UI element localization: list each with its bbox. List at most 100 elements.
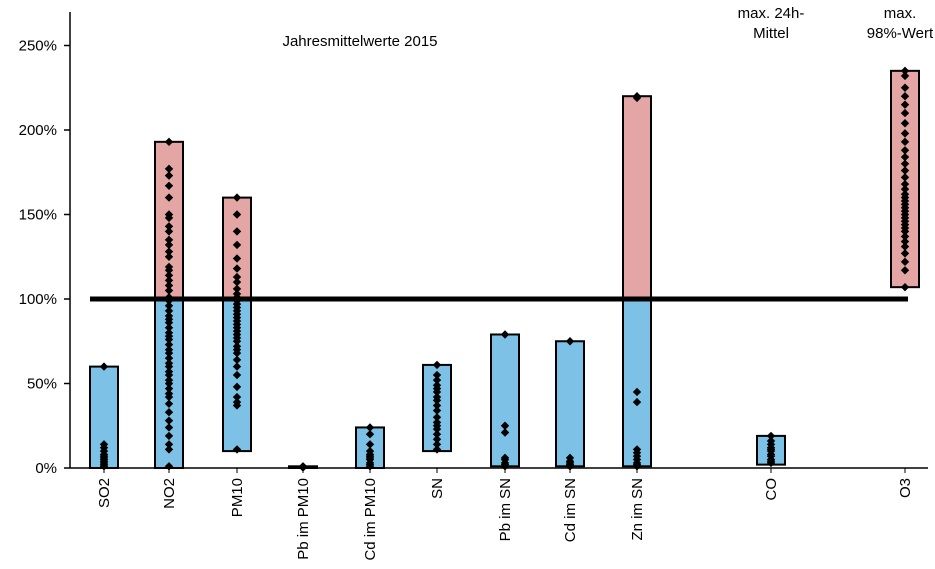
data-point-pm10 <box>232 392 242 402</box>
data-point-pb-im-sn <box>500 330 510 339</box>
data-point-pm10 <box>232 382 242 392</box>
x-label-o3: O3 <box>897 478 914 498</box>
data-point-pm10 <box>232 227 242 236</box>
y-tick-label: 50% <box>27 376 57 393</box>
data-point-no2 <box>164 213 174 223</box>
data-point-o3 <box>900 173 910 182</box>
data-point-no2 <box>164 227 174 236</box>
data-point-no2 <box>164 399 174 408</box>
chart-title: Jahresmittelwerte 2015 <box>282 33 437 50</box>
data-point-cd-im-sn <box>565 337 575 346</box>
data-point-no2 <box>164 252 174 261</box>
data-point-no2 <box>164 353 174 363</box>
data-point-cd-im-pm10 <box>365 423 375 432</box>
data-point-o3 <box>900 137 910 147</box>
data-point-o3 <box>900 232 910 241</box>
axes <box>69 12 928 469</box>
data-point-cd-im-pm10 <box>365 430 375 439</box>
data-point-o3 <box>900 166 910 175</box>
data-point-o3 <box>900 249 910 258</box>
data-point-co <box>766 431 776 441</box>
data-point-no2 <box>164 416 174 425</box>
data-point-no2 <box>164 266 174 275</box>
data-point-no2 <box>164 445 174 454</box>
data-point-no2 <box>164 340 174 349</box>
data-point-no2 <box>164 370 174 380</box>
y-tick-label: 150% <box>19 207 57 224</box>
x-label-so2: SO2 <box>96 478 113 508</box>
data-point-pm10 <box>232 348 242 358</box>
data-point-pm10 <box>232 240 242 250</box>
data-point-sn <box>432 430 442 439</box>
y-tick-label: 200% <box>19 122 57 139</box>
data-point-no2 <box>164 276 174 285</box>
data-point-zn-im-sn <box>632 387 642 397</box>
data-point-sn <box>432 401 442 410</box>
data-point-o3 <box>900 179 910 189</box>
x-label-sn: SN <box>429 478 446 499</box>
x-category-labels: SO2 NO2 PM10 Pb im PM10 Cd im PM10 SN Pb im SN… <box>96 468 914 561</box>
data-point-sn <box>432 424 442 434</box>
data-point-sn <box>432 440 442 449</box>
data-point-cd-im-pm10 <box>365 440 375 449</box>
y-tick-label: 250% <box>19 38 57 55</box>
data-point-no2 <box>164 318 174 327</box>
data-point-o3 <box>900 282 910 292</box>
data-point-no2 <box>164 247 174 256</box>
data-point-o3 <box>900 152 910 162</box>
data-point-no2 <box>164 462 174 471</box>
data-point-no2 <box>164 348 174 358</box>
data-point-o3 <box>900 83 910 92</box>
x-label-no2: NO2 <box>161 478 178 509</box>
data-point-pm10 <box>232 370 242 380</box>
bar-cd-im-sn-below-limit <box>556 341 584 467</box>
data-point-no2 <box>164 271 174 280</box>
data-point-no2 <box>164 235 174 245</box>
data-point-no2 <box>164 137 174 147</box>
x-label-zn-im-sn: Zn im SN <box>629 478 646 541</box>
x-label-cd-im-sn: Cd im SN <box>562 478 579 542</box>
data-point-no2 <box>164 431 174 441</box>
annotation-co-line-0: max. 24h- <box>738 5 805 22</box>
data-point-o3 <box>900 100 910 109</box>
data-point-no2 <box>164 240 174 250</box>
data-point-no2 <box>164 301 174 310</box>
data-point-no2 <box>164 362 174 371</box>
data-point-o3 <box>900 227 910 236</box>
data-point-o3 <box>900 129 910 138</box>
data-point-pm10 <box>232 337 242 346</box>
bar-zn-im-sn-below-limit <box>623 299 651 467</box>
data-point-o3 <box>900 237 910 246</box>
data-point-pm10 <box>232 355 242 365</box>
data-point-o3 <box>900 66 910 76</box>
data-point-no2 <box>164 384 174 393</box>
data-point-o3 <box>900 266 910 275</box>
data-point-sn <box>432 375 442 385</box>
data-point-no2 <box>164 181 174 190</box>
data-point-no2 <box>164 323 174 332</box>
bar-pb-im-sn-below-limit <box>491 334 519 467</box>
x-label-cd-im-pm10: Cd im PM10 <box>362 478 379 561</box>
data-point-o3 <box>900 257 910 267</box>
data-point-o3 <box>900 108 910 118</box>
y-ticks: 0% 50% 100% 150% 200% 250% <box>19 38 70 477</box>
data-point-sn <box>432 360 442 370</box>
x-label-co: CO <box>763 478 780 501</box>
data-point-zn-im-sn <box>632 93 642 103</box>
annotation-co-line-1: Mittel <box>753 25 789 42</box>
data-point-no2 <box>164 296 174 305</box>
data-point-sn <box>432 370 442 380</box>
x-label-pb-im-sn: Pb im SN <box>497 478 514 541</box>
data-point-zn-im-sn <box>632 397 642 407</box>
data-point-no2 <box>164 392 174 402</box>
data-point-pm10 <box>232 254 242 263</box>
y-tick-label: 100% <box>19 291 57 308</box>
data-point-o3 <box>900 146 910 155</box>
annotation-o3-line-0: max. <box>884 5 917 22</box>
data-point-no2 <box>164 286 174 295</box>
data-point-pm10 <box>232 264 242 273</box>
data-point-pm10 <box>232 210 242 219</box>
data-point-no2 <box>164 408 174 417</box>
